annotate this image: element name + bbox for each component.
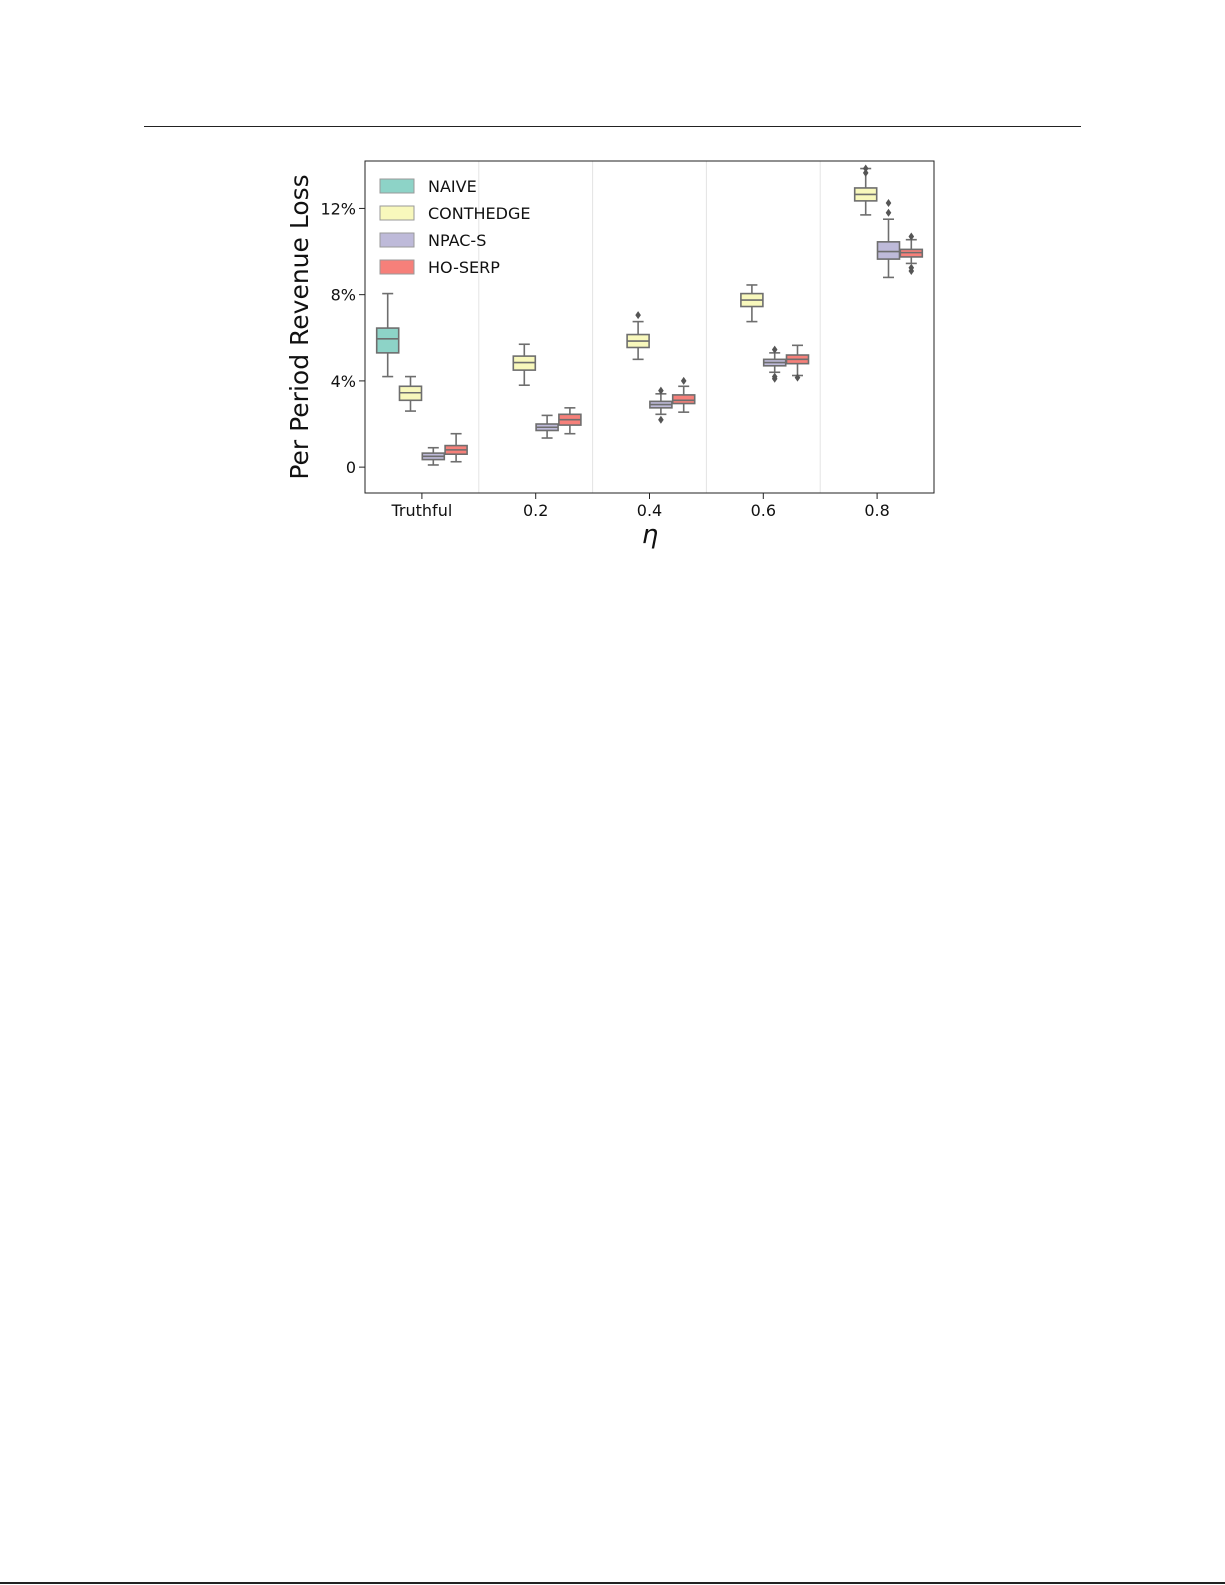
x-tick-label: Truthful xyxy=(391,501,453,520)
legend-label: NAIVE xyxy=(428,177,477,196)
outlier-point xyxy=(771,345,778,354)
legend-swatch xyxy=(379,259,415,275)
outlier-point xyxy=(771,372,778,381)
box-npac-s-0.2 xyxy=(535,414,559,439)
group-separators xyxy=(478,161,821,493)
legend-swatch xyxy=(379,205,415,221)
legend-label: HO-SERP xyxy=(428,258,500,277)
x-tick-label: 0.2 xyxy=(523,501,548,520)
box-plot-chart: 0 4% 8% 12% Truthful 0.2 0.4 0.6 0.8 Per Period… xyxy=(285,160,935,550)
box-naive-truthful xyxy=(375,292,400,378)
outlier-point xyxy=(885,199,892,208)
outlier-point xyxy=(908,263,915,272)
legend-label: NPAC-S xyxy=(428,231,486,250)
outlier-point xyxy=(658,415,664,424)
legend-item-npac-s: NPAC-S xyxy=(379,231,486,250)
y-tick-label: 8% xyxy=(331,286,356,305)
y-tick-label: 0 xyxy=(346,458,356,477)
y-tick-label: 12% xyxy=(320,199,356,218)
outlier-point xyxy=(680,376,687,385)
box-conthedge-0.8 xyxy=(853,164,878,216)
legend-item-conthedge: CONTHEDGE xyxy=(379,204,530,223)
box-conthedge-0.2 xyxy=(512,343,537,387)
footer-rule xyxy=(0,1582,1225,1584)
box-iqr xyxy=(876,241,901,260)
header-rule xyxy=(144,126,1081,127)
outlier-point xyxy=(658,386,664,395)
box-conthedge-0.4 xyxy=(626,311,650,361)
box-npac-s-truthful xyxy=(421,446,446,466)
outlier-point xyxy=(862,168,869,177)
box-conthedge-0.6 xyxy=(740,284,764,323)
box-ho-serp-0.8 xyxy=(899,232,924,275)
box-iqr xyxy=(375,327,400,354)
box-iqr xyxy=(671,394,696,405)
y-axis-ticks: 0 4% 8% 12% xyxy=(320,199,365,477)
box-ho-serp-0.4 xyxy=(671,376,696,413)
outlier-point xyxy=(794,373,801,382)
y-tick-label: 4% xyxy=(331,372,356,391)
x-tick-label: 0.8 xyxy=(864,501,889,520)
x-axis-ticks: Truthful 0.2 0.4 0.6 0.8 xyxy=(391,493,890,520)
x-tick-label: 0.6 xyxy=(751,501,776,520)
box-series xyxy=(375,164,924,466)
box-npac-s-0.6 xyxy=(762,345,787,383)
outlier-point xyxy=(885,208,892,217)
box-ho-serp-0.6 xyxy=(785,344,810,382)
box-npac-s-0.8 xyxy=(876,199,901,279)
legend-swatch xyxy=(379,178,415,194)
box-npac-s-0.4 xyxy=(649,386,673,424)
legend-label: CONTHEDGE xyxy=(428,204,530,223)
legend-item-naive: NAIVE xyxy=(379,177,477,196)
box-ho-serp-truthful xyxy=(444,432,468,463)
x-tick-label: 0.4 xyxy=(637,501,662,520)
outlier-point xyxy=(862,164,869,173)
outlier-point xyxy=(908,232,915,241)
legend: NAIVE CONTHEDGE NPAC-S HO-SERP xyxy=(379,177,530,277)
box-ho-serp-0.2 xyxy=(558,407,582,435)
outlier-point xyxy=(635,311,641,320)
y-axis-label: Per Period Revenue Loss xyxy=(285,174,314,479)
x-axis-label: η xyxy=(642,520,658,550)
legend-item-ho-serp: HO-SERP xyxy=(379,258,500,277)
box-conthedge-truthful xyxy=(398,375,423,412)
legend-swatch xyxy=(379,232,415,248)
